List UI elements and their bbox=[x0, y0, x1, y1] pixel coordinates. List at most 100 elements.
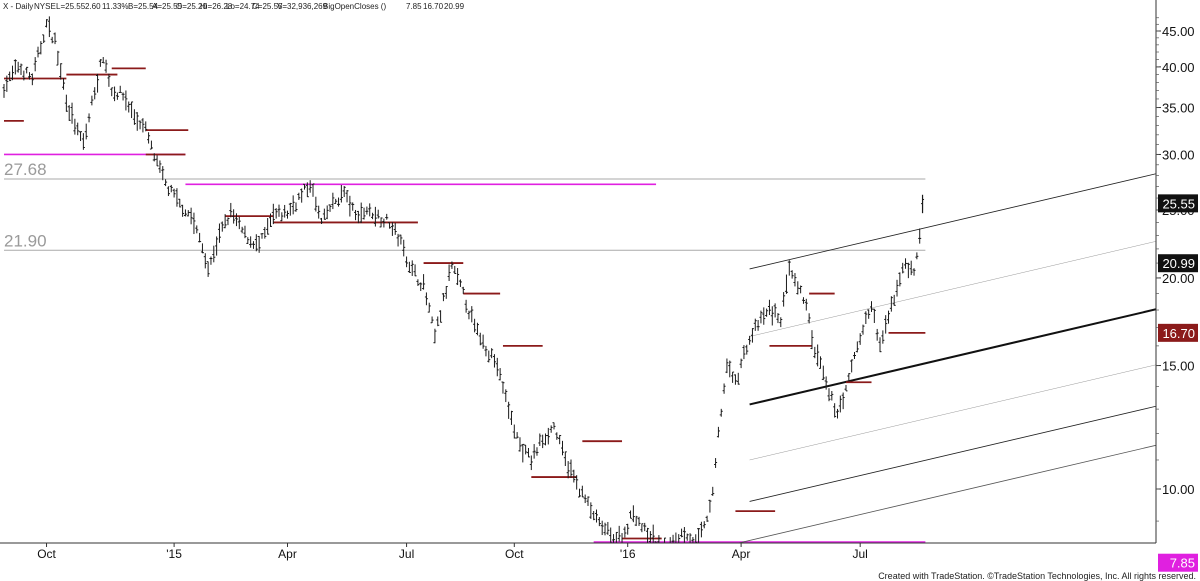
ohlc-bar bbox=[566, 461, 570, 479]
ohlc-bar bbox=[887, 310, 891, 324]
ohlc-bar bbox=[2, 84, 6, 98]
level-label: 21.90 bbox=[4, 231, 47, 250]
ohlc-bar bbox=[648, 531, 652, 543]
ohlc-bar bbox=[722, 383, 726, 394]
ohlc-bar bbox=[669, 537, 671, 543]
ohlc-bar bbox=[626, 523, 630, 535]
y-tick-label: 40.00 bbox=[1162, 60, 1195, 75]
footer-credit: Created with TradeStation. ©TradeStation… bbox=[878, 571, 1196, 581]
ohlc-bar bbox=[70, 102, 74, 124]
ohlc-bar bbox=[294, 202, 298, 212]
ohlc-bar bbox=[490, 348, 494, 359]
ohlc-bar bbox=[76, 122, 80, 136]
ohlc-bar bbox=[623, 526, 627, 538]
ohlc-bar bbox=[362, 207, 366, 220]
header-exchange: NYSE bbox=[34, 2, 56, 11]
ohlc-bar bbox=[192, 212, 196, 235]
ohlc-bar bbox=[881, 330, 885, 344]
ohlc-bar bbox=[328, 204, 332, 212]
ohlc-bar bbox=[855, 341, 859, 353]
ohlc-bar bbox=[716, 426, 720, 438]
ohlc-bar bbox=[84, 123, 88, 140]
ohlc-bar bbox=[629, 510, 633, 519]
ohlc-bar bbox=[354, 209, 358, 221]
ohlc-bar bbox=[464, 299, 468, 313]
ohlc-bar bbox=[495, 357, 499, 377]
ohlc-bar bbox=[835, 408, 839, 419]
ohlc-bar bbox=[541, 434, 545, 449]
ohlc-bar bbox=[405, 256, 409, 268]
ohlc-bar bbox=[317, 205, 321, 219]
ohlc-bar bbox=[243, 225, 247, 239]
ohlc-bar bbox=[504, 389, 508, 403]
ohlc-bar bbox=[461, 286, 465, 294]
ohlc-bar bbox=[96, 73, 100, 93]
ohlc-bar bbox=[439, 310, 443, 323]
ohlc-bar bbox=[50, 36, 54, 44]
ohlc-bar bbox=[634, 515, 638, 527]
ohlc-bar bbox=[833, 403, 837, 418]
ohlc-bar bbox=[776, 313, 780, 324]
ohlc-bar bbox=[878, 337, 882, 353]
ohlc-bar bbox=[81, 133, 85, 150]
y-tick-label: 20.00 bbox=[1162, 271, 1195, 286]
ohlc-bar bbox=[796, 281, 800, 295]
ohlc-bar bbox=[356, 210, 360, 224]
ohlc-bar bbox=[892, 294, 896, 306]
ohlc-bar bbox=[640, 523, 644, 533]
ohlc-bar bbox=[402, 239, 406, 257]
y-tick-label: 35.00 bbox=[1162, 101, 1195, 116]
header-ind-val-1: 7.85 bbox=[406, 2, 422, 11]
y-tick-label: 45.00 bbox=[1162, 24, 1195, 39]
ohlc-bar bbox=[419, 282, 423, 292]
pitchfork-line bbox=[749, 364, 1156, 461]
ohlc-bar bbox=[867, 309, 871, 319]
ohlc-bar bbox=[742, 345, 746, 360]
ohlc-bar bbox=[73, 118, 77, 135]
ohlc-bar bbox=[365, 206, 369, 215]
ohlc-bar bbox=[359, 202, 363, 224]
ohlc-bar bbox=[586, 496, 590, 506]
ohlc-bar bbox=[62, 78, 66, 90]
ohlc-bar bbox=[753, 318, 757, 331]
x-tick-label: Jul bbox=[399, 547, 414, 561]
ohlc-bar bbox=[388, 222, 392, 229]
ohlc-bar bbox=[186, 210, 190, 217]
ohlc-bar bbox=[614, 531, 618, 543]
ohlc-bar bbox=[144, 121, 148, 132]
ohlc-bar bbox=[215, 236, 219, 256]
ohlc-bar bbox=[827, 388, 831, 402]
header-close: C=25.55 bbox=[252, 2, 283, 11]
header-bid: B=25.54 bbox=[128, 2, 159, 11]
ohlc-bar bbox=[782, 292, 786, 307]
ohlc-bar bbox=[382, 218, 386, 228]
ohlc-bar bbox=[810, 330, 814, 350]
ohlc-bar bbox=[416, 279, 420, 286]
ohlc-bar bbox=[164, 179, 168, 187]
pitchfork-median-line bbox=[749, 308, 1156, 406]
ohlc-bar bbox=[801, 297, 805, 304]
ohlc-bar bbox=[385, 213, 389, 220]
ohlc-bar bbox=[379, 217, 383, 228]
ohlc-bar bbox=[158, 160, 162, 173]
ohlc-bar bbox=[45, 19, 49, 28]
ohlc-bar bbox=[898, 272, 902, 287]
header-change: 2.60 bbox=[85, 2, 101, 11]
ohlc-bar bbox=[209, 256, 213, 265]
ohlc-bar bbox=[481, 334, 485, 349]
ohlc-bar bbox=[390, 222, 394, 236]
ohlc-bar bbox=[552, 422, 556, 430]
ohlc-bar bbox=[787, 260, 791, 276]
price-tag: 7.85 bbox=[1158, 553, 1198, 572]
x-tick-label: Jul bbox=[852, 547, 867, 561]
ohlc-bar bbox=[689, 533, 692, 543]
ohlc-bar bbox=[348, 195, 352, 217]
ohlc-bar bbox=[546, 427, 550, 445]
ohlc-bar bbox=[113, 86, 117, 102]
ohlc-bar bbox=[906, 262, 910, 279]
ohlc-bar bbox=[30, 73, 34, 86]
header-change-pct: 11.33% bbox=[102, 2, 129, 11]
ohlc-bar bbox=[56, 50, 60, 66]
ohlc-bar bbox=[467, 310, 471, 320]
ohlc-bar bbox=[98, 59, 102, 67]
